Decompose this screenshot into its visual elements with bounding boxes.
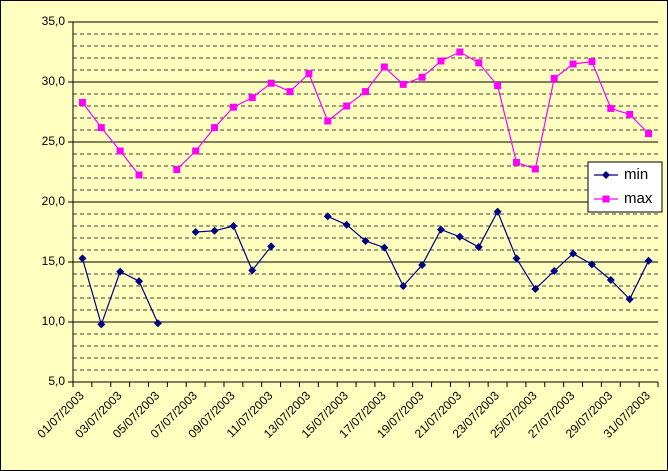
legend-label: max	[624, 190, 653, 207]
point	[437, 57, 445, 65]
point	[550, 74, 558, 82]
point	[625, 295, 634, 304]
y-tick-label: 35,0	[42, 14, 66, 28]
point	[418, 261, 427, 269]
point	[606, 276, 615, 284]
legend-box	[587, 161, 663, 213]
point	[248, 266, 257, 275]
point	[305, 70, 313, 78]
y-tick-label: 15,0	[42, 254, 66, 268]
y-tick-label: 30,0	[42, 74, 66, 88]
point	[191, 228, 200, 236]
point	[493, 207, 502, 216]
point	[324, 117, 332, 125]
point	[399, 80, 407, 88]
point	[97, 320, 106, 329]
point	[455, 232, 464, 241]
point	[380, 63, 388, 71]
point	[550, 267, 559, 275]
point	[531, 165, 539, 173]
point	[587, 260, 596, 269]
legend-label: min	[624, 166, 648, 183]
point	[399, 282, 408, 290]
point	[512, 254, 521, 263]
point	[267, 79, 275, 87]
y-tick-label: 5,0	[48, 374, 65, 388]
point	[474, 243, 483, 251]
point	[173, 166, 181, 174]
point	[135, 171, 143, 179]
point	[475, 59, 483, 67]
point	[531, 285, 540, 293]
point	[362, 88, 369, 96]
point	[644, 256, 653, 265]
point	[210, 226, 219, 235]
point	[342, 220, 351, 229]
point	[78, 254, 87, 263]
point	[607, 104, 615, 112]
point	[78, 98, 86, 106]
point	[116, 147, 124, 155]
point	[153, 319, 162, 328]
point	[135, 277, 144, 286]
point	[323, 212, 332, 221]
y-tick-label: 25,0	[42, 134, 66, 148]
point	[569, 249, 578, 258]
point	[626, 110, 634, 118]
legend-marker	[602, 195, 610, 203]
point	[267, 242, 276, 251]
point	[380, 243, 389, 252]
point	[361, 237, 370, 245]
point	[494, 82, 502, 90]
point	[229, 103, 237, 111]
point	[569, 60, 577, 68]
point	[436, 225, 445, 234]
point	[116, 267, 125, 276]
point	[343, 102, 351, 110]
point	[229, 222, 238, 230]
point	[248, 94, 256, 102]
point	[456, 48, 464, 56]
y-tick-label: 10,0	[42, 314, 66, 328]
point	[97, 124, 105, 132]
point	[588, 58, 596, 66]
point	[512, 158, 520, 166]
point	[418, 73, 426, 81]
point	[192, 147, 200, 155]
y-tick-label: 20,0	[42, 194, 66, 208]
point	[211, 124, 219, 132]
point	[286, 88, 294, 96]
point	[645, 130, 653, 138]
legend-marker	[602, 171, 610, 179]
